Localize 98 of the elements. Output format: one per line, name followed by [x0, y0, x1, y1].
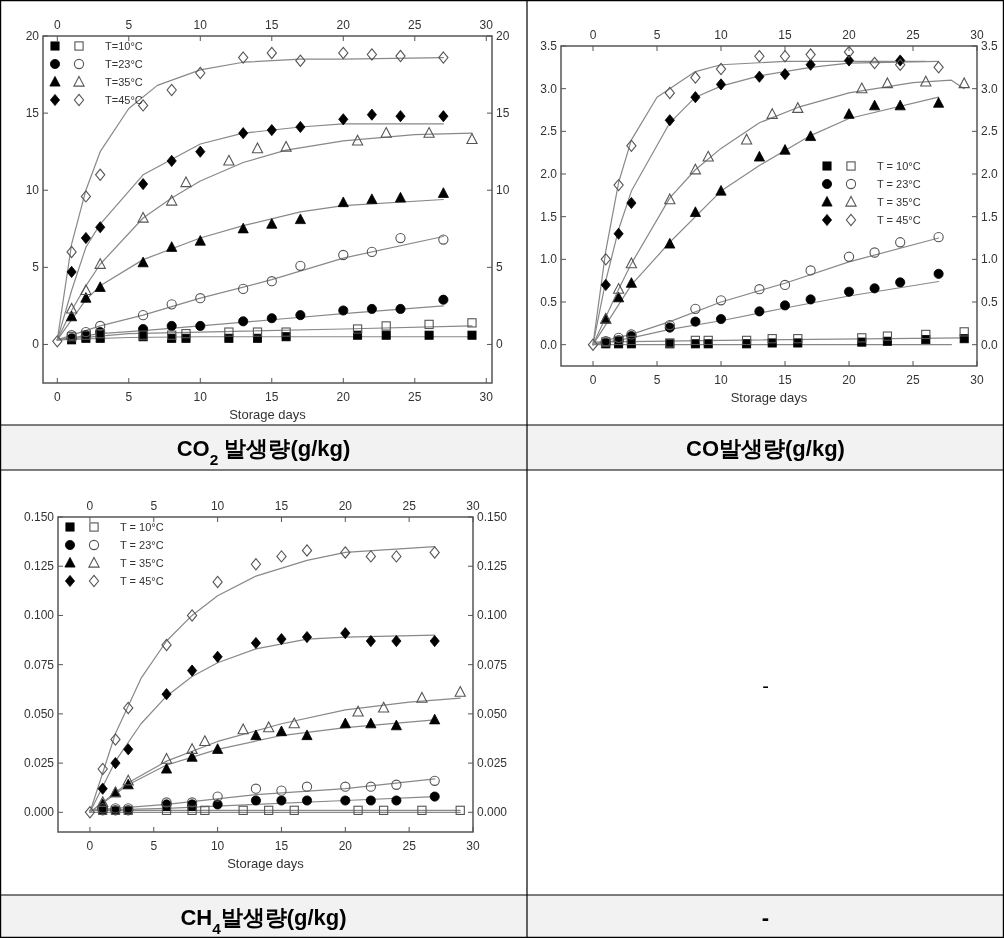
x-tick-label: 10	[193, 18, 208, 32]
x2-tick-label: 10	[714, 373, 728, 387]
x-tick-label: 15	[274, 499, 289, 513]
legend-label: T=35°C	[105, 76, 143, 88]
x2-tick-label: 20	[336, 390, 351, 404]
y2-tick-label: 0	[496, 337, 503, 352]
x-tick-label: 30	[479, 18, 494, 32]
x2-tick-label: 10	[193, 390, 208, 404]
y-tick-label: 5	[32, 260, 40, 275]
legend-label: T = 45°C	[877, 214, 921, 226]
text: -	[762, 674, 769, 697]
x2-tick-label: 15	[778, 373, 792, 387]
y2-tick-label: 0.0	[981, 337, 999, 352]
x-tick-label: 15	[265, 18, 279, 32]
y-tick-label: 3.0	[540, 81, 558, 96]
y2-tick-label: 5	[496, 260, 503, 275]
y-tick-label: 0.075	[23, 657, 55, 672]
y2-tick-label: 0.075	[477, 657, 508, 672]
x2-tick-label: 25	[402, 839, 417, 853]
y-tick-label: 0.0	[540, 337, 558, 352]
x2-tick-label: 15	[265, 390, 279, 404]
x-tick-label: 20	[842, 28, 856, 42]
x2-tick-label: 15	[274, 839, 289, 853]
y2-tick-label: 10	[496, 183, 510, 198]
text: CH$_{4}$발생량(g/kg)	[180, 904, 347, 936]
x2-tick-label: 5	[125, 390, 133, 404]
legend-label: T=10°C	[105, 40, 143, 52]
y-tick-label: 2.5	[540, 124, 558, 139]
x2-tick-label: 30	[479, 390, 494, 404]
legend-label: T = 10°C	[120, 521, 164, 533]
x2-tick-label: 5	[150, 839, 158, 853]
x-tick-label: 10	[714, 28, 728, 42]
x-axis-title: Storage days	[229, 407, 307, 422]
y-tick-label: 0.125	[23, 559, 55, 574]
x-tick-label: 5	[150, 499, 158, 513]
x2-tick-label: 20	[338, 839, 353, 853]
x-tick-label: 5	[125, 18, 133, 32]
x2-tick-label: 10	[210, 839, 225, 853]
x-tick-label: 0	[86, 499, 94, 513]
y-tick-label: 0.150	[23, 510, 55, 524]
x2-tick-label: 5	[653, 373, 661, 387]
x-tick-label: 30	[970, 28, 984, 42]
x2-tick-label: 0	[589, 373, 597, 387]
legend-label: T=45°C	[105, 94, 143, 106]
y-tick-label: 2.0	[540, 167, 558, 181]
y2-tick-label: 0.5	[981, 295, 999, 309]
y-tick-label: 15	[25, 106, 40, 121]
x2-tick-label: 30	[466, 839, 480, 853]
y-tick-label: 0.000	[23, 805, 55, 820]
x2-tick-label: 20	[842, 373, 856, 387]
x-tick-label: 20	[336, 18, 351, 32]
y2-tick-label: 0.100	[477, 608, 508, 623]
legend-label: T = 35°C	[877, 196, 921, 208]
y2-tick-label: 0.025	[477, 756, 508, 771]
y-tick-label: 3.5	[540, 39, 558, 53]
legend-label: T = 23°C	[120, 539, 164, 551]
y-tick-label: 0	[32, 337, 40, 352]
text: -	[761, 904, 770, 930]
y-tick-label: 0.100	[23, 608, 55, 623]
y2-tick-label: 3.5	[981, 39, 999, 53]
legend-label: T=23°C	[105, 58, 143, 70]
y2-tick-label: 2.5	[981, 124, 999, 139]
y2-tick-label: 0.125	[477, 559, 508, 574]
x-tick-label: 20	[338, 499, 353, 513]
y2-tick-label: 0.000	[477, 805, 508, 820]
y-tick-label: 1.5	[540, 209, 558, 224]
legend-label: T = 45°C	[120, 575, 164, 587]
y2-tick-label: 0.050	[477, 706, 508, 721]
x-axis-title: Storage days	[227, 856, 305, 871]
x2-tick-label: 25	[408, 390, 422, 404]
y2-tick-label: 15	[496, 106, 510, 121]
y-tick-label: 0.5	[540, 295, 558, 309]
legend-label: T = 23°C	[877, 178, 921, 190]
y2-tick-label: 1.5	[981, 209, 999, 224]
x-tick-label: 25	[402, 499, 417, 513]
text: CO발생량(g/kg)	[686, 435, 845, 461]
x-axis-title: Storage days	[730, 390, 808, 405]
x-tick-label: 10	[210, 499, 225, 513]
y-tick-label: 0.050	[23, 706, 55, 721]
x2-tick-label: 25	[906, 373, 920, 387]
x-tick-label: 25	[408, 18, 422, 32]
y2-tick-label: 3.0	[981, 81, 999, 96]
x-tick-label: 0	[589, 28, 597, 42]
y-tick-label: 1.0	[540, 252, 558, 267]
x-tick-label: 5	[653, 28, 661, 42]
x-tick-label: 25	[906, 28, 920, 42]
x2-tick-label: 30	[970, 373, 984, 387]
legend-label: T = 10°C	[877, 160, 921, 172]
x-tick-label: 30	[466, 499, 480, 513]
y2-tick-label: 0.150	[477, 510, 508, 524]
y-tick-label: 10	[25, 183, 40, 198]
text: CO$_{2}$ 발생량(g/kg)	[176, 435, 351, 467]
y2-tick-label: 1.0	[981, 252, 999, 267]
legend-label: T = 35°C	[120, 557, 164, 569]
x2-tick-label: 0	[86, 839, 94, 853]
y-tick-label: 0.025	[23, 756, 55, 771]
y2-tick-label: 2.0	[981, 167, 999, 181]
x-tick-label: 15	[778, 28, 792, 42]
